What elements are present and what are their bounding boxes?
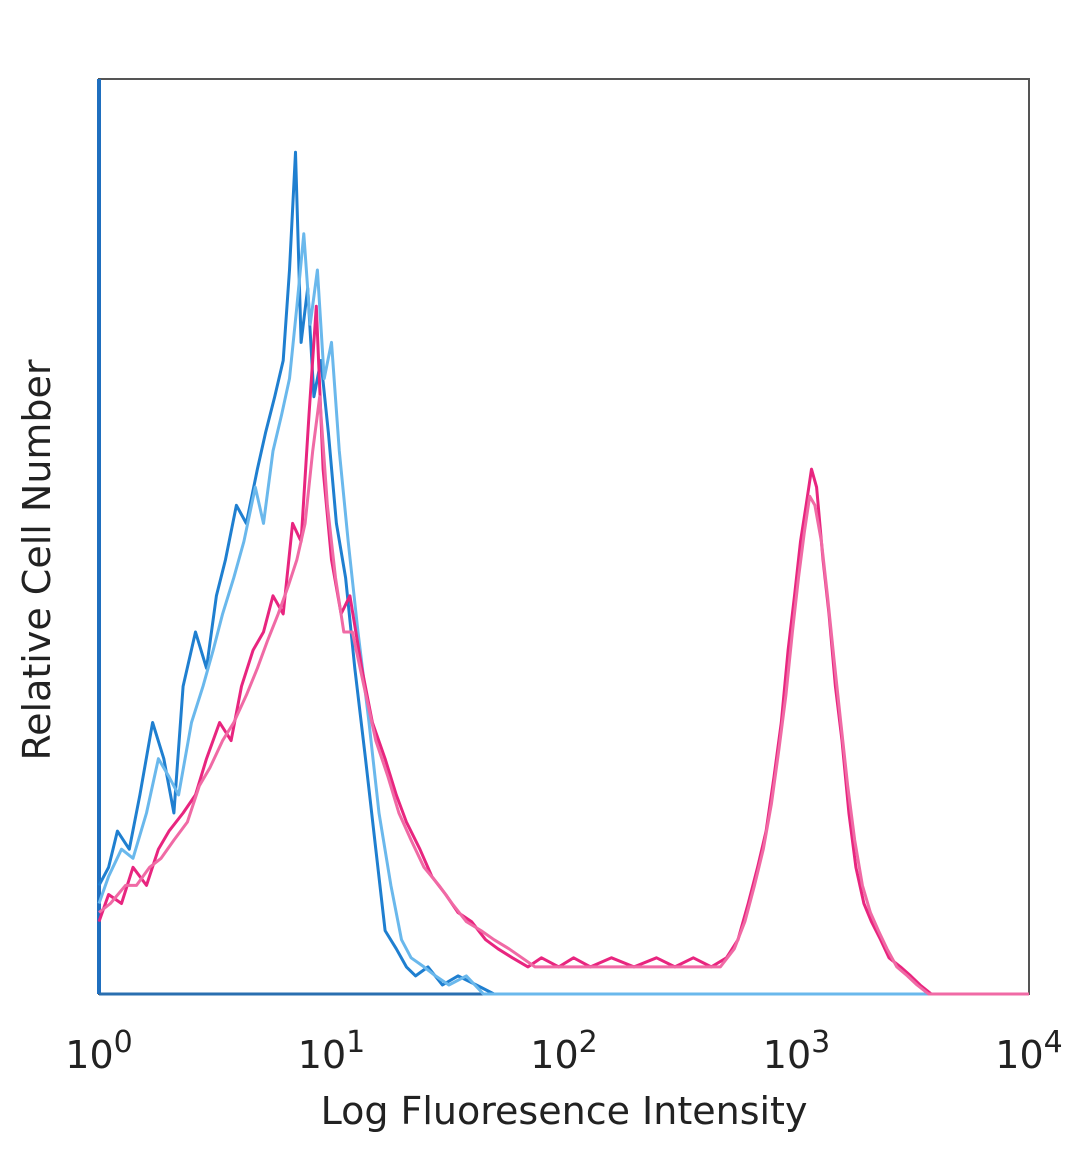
series-line-1 [97, 150, 1029, 996]
x-tick-label-3: 103 [763, 1025, 830, 1077]
x-tick-label-4: 104 [995, 1025, 1062, 1077]
series-line-2 [97, 232, 1029, 996]
x-tick-label-1: 101 [298, 1025, 365, 1077]
y-axis-label: Relative Cell Number [15, 359, 59, 760]
x-tick-label-2: 102 [530, 1025, 597, 1077]
series-layer [97, 150, 1029, 996]
x-tick-labels: 100 101 102 103 104 [65, 1025, 1062, 1077]
series-line-4 [98, 395, 1029, 996]
x-tick-label-0: 100 [65, 1025, 132, 1077]
plot-background [98, 78, 1030, 995]
x-axis-label: Log Fluoresence Intensity [321, 1089, 808, 1133]
